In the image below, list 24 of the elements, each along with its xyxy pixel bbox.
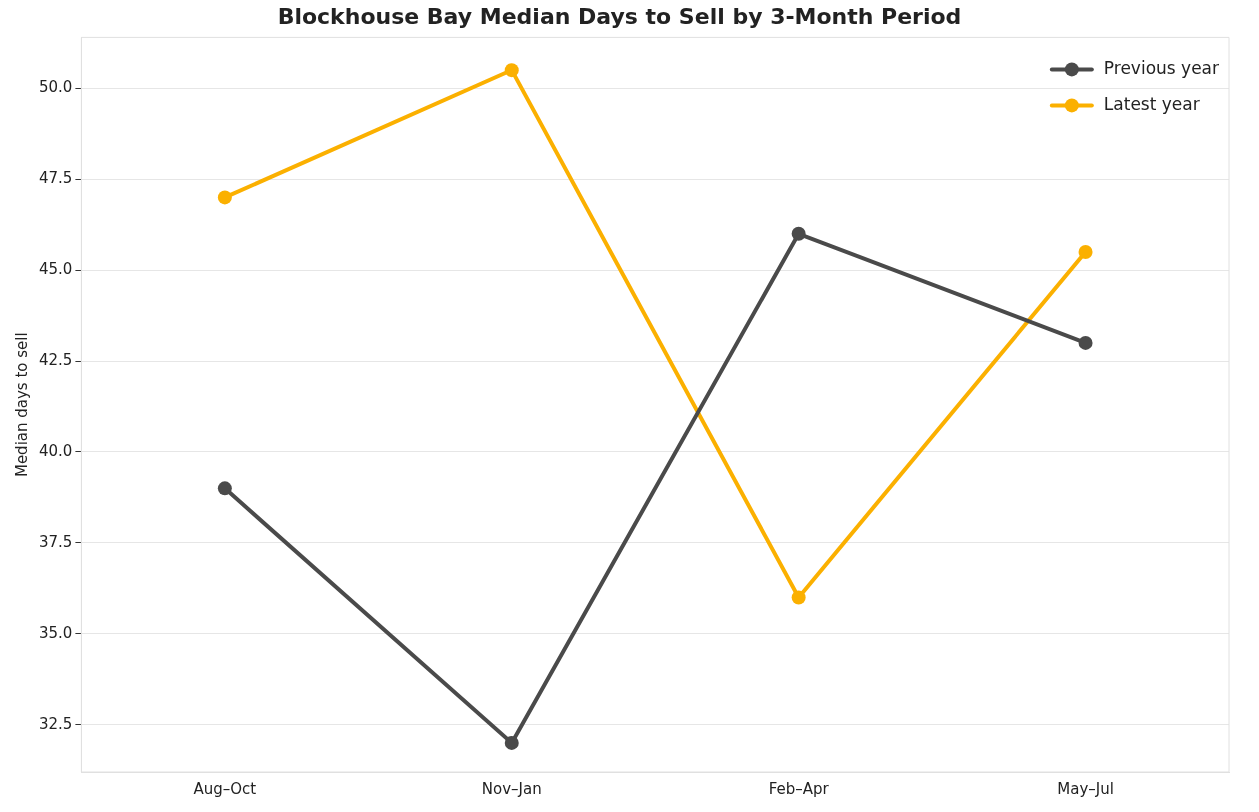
y-axis-title: Median days to sell — [12, 332, 31, 478]
point — [504, 63, 519, 78]
point — [504, 735, 519, 750]
point — [1078, 335, 1093, 350]
y-tick-label: 40.0 — [38, 441, 73, 460]
y-tick-label: 50.0 — [38, 78, 73, 97]
y-tick-label: 37.5 — [38, 532, 73, 551]
point — [791, 226, 806, 241]
point — [791, 590, 806, 605]
point — [217, 481, 232, 496]
x-tick-label: Feb–Apr — [768, 779, 830, 798]
y-tick-label: 45.0 — [38, 260, 73, 279]
x-tick-label: Nov–Jan — [481, 779, 542, 798]
y-tick-label: 35.0 — [38, 623, 73, 642]
y-tick-label: 42.5 — [38, 350, 73, 369]
y-tick-label: 47.5 — [38, 169, 73, 188]
chart-title: Blockhouse Bay Median Days to Sell by 3-Month Period — [277, 3, 962, 29]
legend-label: Latest year — [1103, 93, 1200, 114]
legend-label: Previous year — [1103, 57, 1220, 78]
y-tick-label: 32.5 — [38, 714, 73, 733]
x-tick-label: May–Jul — [1057, 779, 1114, 798]
x-tick-label: Aug–Oct — [193, 779, 257, 798]
point — [217, 190, 232, 205]
point — [1078, 244, 1093, 259]
